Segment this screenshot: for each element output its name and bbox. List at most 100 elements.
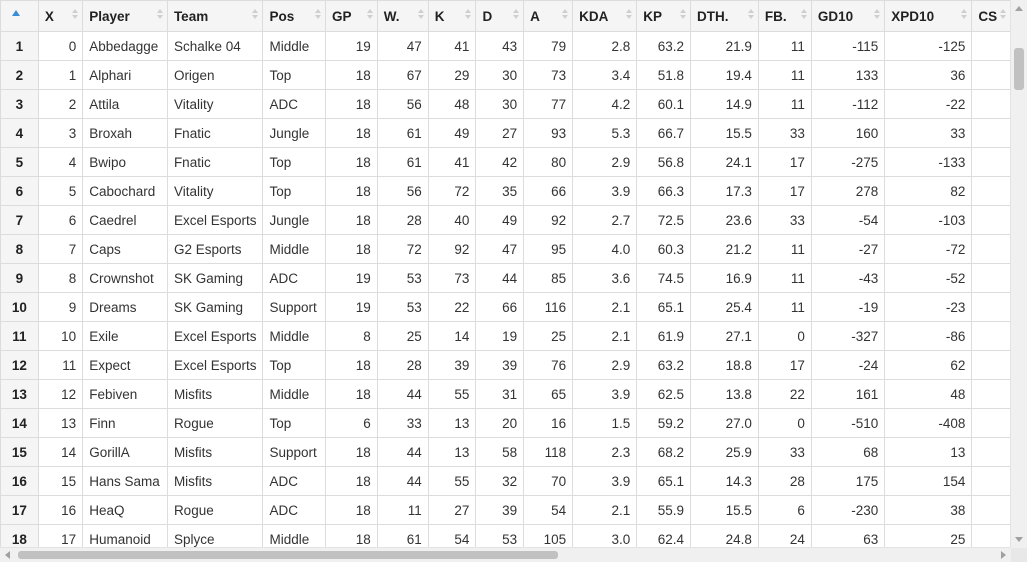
table-cell: -24 bbox=[810, 350, 886, 380]
row-number: 12 bbox=[0, 350, 39, 380]
table-cell: -22 bbox=[884, 89, 973, 119]
data-table-viewport[interactable]: X Player Team Pos GP W. K D A KDA KP DTH. FB. GD10 XPD… bbox=[0, 0, 1011, 548]
table-cell: 58 bbox=[475, 437, 525, 467]
horizontal-scroll-thumb[interactable] bbox=[18, 551, 558, 559]
table-cell: -275 bbox=[810, 147, 886, 177]
sort-arrows-icon[interactable] bbox=[626, 9, 633, 21]
sort-arrows-icon[interactable] bbox=[874, 9, 881, 21]
table-row[interactable]: 3 2 Attila Vitality ADC 18 56 48 30 77 4.2 60.1 14.9… bbox=[0, 89, 1011, 119]
table-row[interactable]: 7 6 Caedrel Excel Esports Jungle 18 28 40 49 92 2.… bbox=[0, 205, 1011, 235]
column-header[interactable]: GD10 bbox=[810, 0, 886, 32]
table-cell: 1 bbox=[37, 60, 84, 90]
table-cell: Vitality bbox=[166, 176, 264, 206]
table-row[interactable]: 5 4 Bwipo Fnatic Top 18 61 41 42 80 2.9 56.8 24.1 17-… bbox=[0, 147, 1011, 177]
column-header[interactable]: CS bbox=[971, 0, 1011, 32]
table-cell: 62.5 bbox=[636, 379, 692, 409]
table-cell: Caps bbox=[82, 234, 168, 264]
table-row[interactable]: 6 5 Cabochard Vitality Top 18 56 72 35 66 3.9 66.3 1… bbox=[0, 176, 1011, 206]
table-row[interactable]: 15 14 GorillA Misfits Support 18 44 13 58 118 2.3 6… bbox=[0, 437, 1011, 467]
table-cell: Expect bbox=[82, 350, 168, 380]
sort-arrows-icon[interactable] bbox=[156, 9, 163, 21]
table-cell: 80 bbox=[523, 147, 574, 177]
table-cell: 18 bbox=[324, 176, 378, 206]
table-cell: -133 bbox=[884, 147, 973, 177]
table-cell: Febiven bbox=[82, 379, 168, 409]
table-cell: 13 bbox=[37, 408, 84, 438]
sort-arrows-icon[interactable] bbox=[72, 9, 79, 21]
table-cell: 49 bbox=[475, 205, 525, 235]
sort-arrows-icon[interactable] bbox=[417, 9, 424, 21]
row-number: 18 bbox=[0, 524, 39, 548]
sort-arrows-icon[interactable] bbox=[1000, 9, 1006, 21]
table-cell: 95 bbox=[523, 234, 574, 264]
vertical-scroll-thumb[interactable] bbox=[1014, 48, 1024, 90]
column-header[interactable]: X bbox=[37, 0, 84, 32]
table-row[interactable]: 14 13 Finn Rogue Top 6 33 13 20 16 1.5 59.2 27.0 0 -51… bbox=[0, 408, 1011, 438]
table-cell: -19 bbox=[810, 292, 886, 322]
table-row[interactable]: 11 10 Exile Excel Esports Middle 8 25 14 19 25 2.1… bbox=[0, 321, 1011, 351]
table-cell: -327 bbox=[810, 321, 886, 351]
column-header[interactable]: DTH. bbox=[690, 0, 759, 32]
table-cell: 20 bbox=[475, 408, 525, 438]
table-cell: Misfits bbox=[166, 379, 264, 409]
table-row[interactable]: 8 7 Caps G2 Esports Middle 18 72 92 47 95 4.0 60.3 2… bbox=[0, 234, 1011, 264]
table-row[interactable]: 10 9 Dreams SK Gaming Support 19 53 22 66 116 2.1 6… bbox=[0, 292, 1011, 322]
column-header[interactable]: W. bbox=[376, 0, 429, 32]
table-cell: 53 bbox=[376, 292, 429, 322]
table-cell: 3.0 bbox=[572, 524, 638, 548]
table-row[interactable]: 18 17 Humanoid Splyce Middle 18 61 54 53 105 3.0 62… bbox=[0, 524, 1011, 548]
header-row: X Player Team Pos GP W. K D A KDA KP DTH. FB. GD10 XPD… bbox=[0, 0, 1011, 32]
table-cell: 77 bbox=[523, 89, 574, 119]
table-cell: 5.3 bbox=[572, 118, 638, 148]
header-row-number[interactable] bbox=[0, 0, 39, 32]
sort-arrows-icon[interactable] bbox=[366, 9, 373, 21]
sort-arrows-icon[interactable] bbox=[961, 9, 968, 21]
scroll-down-arrow-icon[interactable] bbox=[1015, 537, 1023, 542]
table-cell: 56.8 bbox=[636, 147, 692, 177]
sort-ascending-icon[interactable] bbox=[12, 10, 20, 16]
table-row[interactable]: 13 12 Febiven Misfits Middle 18 44 55 31 65 3.9 62.… bbox=[0, 379, 1011, 409]
sort-arrows-icon[interactable] bbox=[747, 9, 754, 21]
table-row[interactable]: 12 11 Expect Excel Esports Top 18 28 39 39 76 2.9 6… bbox=[0, 350, 1011, 380]
column-header[interactable]: FB. bbox=[757, 0, 812, 32]
column-header[interactable]: GP bbox=[324, 0, 378, 32]
row-number: 14 bbox=[0, 408, 39, 438]
table-cell: 62 bbox=[884, 350, 973, 380]
table-cell: 82 bbox=[884, 176, 973, 206]
column-header[interactable]: Pos bbox=[262, 0, 326, 32]
column-header[interactable]: D bbox=[475, 0, 525, 32]
table-cell: -112 bbox=[810, 89, 886, 119]
table-cell: 25 bbox=[523, 321, 574, 351]
table-cell: Cabochard bbox=[82, 176, 168, 206]
sort-arrows-icon[interactable] bbox=[800, 9, 807, 21]
table-cell: Exile bbox=[82, 321, 168, 351]
table-cell: 31 bbox=[475, 379, 525, 409]
table-row[interactable]: 9 8 Crownshot SK Gaming ADC 19 53 73 44 85 3.6 74.5… bbox=[0, 263, 1011, 293]
table-row[interactable]: 2 1 Alphari Origen Top 18 67 29 30 73 3.4 51.8 19.4 1… bbox=[0, 60, 1011, 90]
table-row[interactable]: 4 3 Broxah Fnatic Jungle 18 61 49 27 93 5.3 66.7 15.… bbox=[0, 118, 1011, 148]
horizontal-scrollbar[interactable] bbox=[0, 547, 1011, 562]
sort-arrows-icon[interactable] bbox=[562, 9, 569, 21]
column-header[interactable]: A bbox=[523, 0, 574, 32]
table-cell: 16 bbox=[523, 408, 574, 438]
scroll-up-arrow-icon[interactable] bbox=[1015, 6, 1023, 11]
scroll-right-arrow-icon[interactable] bbox=[1001, 551, 1006, 559]
table-row[interactable]: 1 0 Abbedagge Schalke 04 Middle 19 47 41 43 79 2.8… bbox=[0, 31, 1011, 61]
scroll-left-arrow-icon[interactable] bbox=[5, 551, 10, 559]
column-header[interactable]: Team bbox=[166, 0, 264, 32]
sort-arrows-icon[interactable] bbox=[314, 9, 321, 21]
sort-arrows-icon[interactable] bbox=[680, 9, 687, 21]
column-header[interactable]: KP bbox=[636, 0, 692, 32]
column-header[interactable]: K bbox=[427, 0, 477, 32]
table-cell: 2 bbox=[37, 89, 84, 119]
column-header[interactable]: KDA bbox=[572, 0, 638, 32]
column-header[interactable]: XPD10 bbox=[884, 0, 973, 32]
sort-arrows-icon[interactable] bbox=[513, 9, 520, 21]
sort-arrows-icon[interactable] bbox=[465, 9, 472, 21]
table-row[interactable]: 17 16 HeaQ Rogue ADC 18 11 27 39 54 2.1 55.9 15.5 6 -2… bbox=[0, 495, 1011, 525]
vertical-scrollbar[interactable] bbox=[1010, 0, 1027, 548]
table-cell: G2 Esports bbox=[166, 234, 264, 264]
column-header[interactable]: Player bbox=[82, 0, 168, 32]
sort-arrows-icon[interactable] bbox=[252, 9, 259, 21]
table-row[interactable]: 16 15 Hans Sama Misfits ADC 18 44 55 32 70 3.9 65.1… bbox=[0, 466, 1011, 496]
